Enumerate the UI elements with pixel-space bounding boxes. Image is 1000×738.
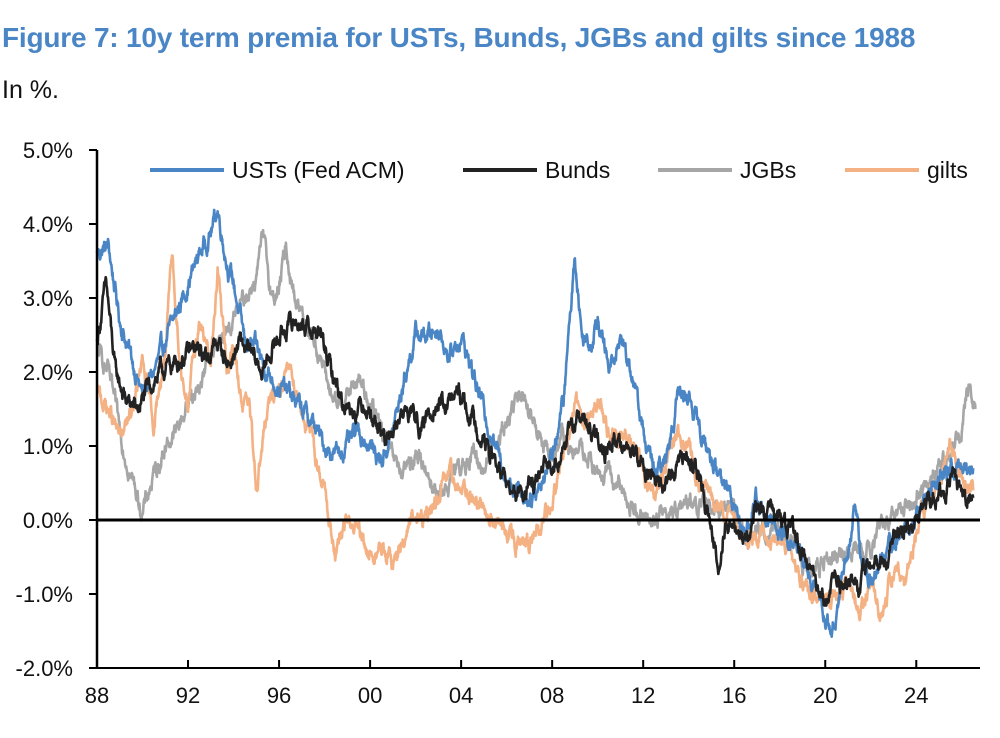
legend-label: Bunds — [545, 157, 610, 183]
legend-label: JGBs — [740, 157, 796, 183]
plot-lines — [95, 208, 977, 638]
series-line — [96, 254, 975, 623]
legend: USTs (Fed ACM) Bunds JGBs gilts — [150, 157, 968, 183]
y-tick-label: 4.0% — [23, 212, 73, 237]
x-tick-label: 92 — [176, 683, 200, 708]
x-tick-label: 24 — [904, 683, 928, 708]
x-tick-label: 96 — [267, 683, 291, 708]
series-line — [95, 208, 975, 638]
legend-label: USTs (Fed ACM) — [232, 157, 405, 183]
x-tick-label: 20 — [813, 683, 837, 708]
chart-subtitle: In %. — [2, 76, 59, 104]
y-tick-label: 3.0% — [23, 286, 73, 311]
x-tick-label: 88 — [85, 683, 109, 708]
series-line — [95, 228, 977, 579]
series-line — [95, 275, 975, 607]
x-tick-label: 12 — [631, 683, 655, 708]
y-tick-label: -2.0% — [16, 656, 73, 681]
x-tick-label: 08 — [540, 683, 564, 708]
x-tick-label: 16 — [722, 683, 746, 708]
axes: -2.0% -1.0% 0.0% 1.0% 2.0% 3.0% 4.0% 5.0% 88 92 96… — [16, 138, 980, 708]
y-tick-label: -1.0% — [16, 582, 73, 607]
y-tick-label: 5.0% — [23, 138, 73, 163]
x-tick-label: 00 — [358, 683, 382, 708]
y-tick-label: 1.0% — [23, 434, 73, 459]
legend-label: gilts — [927, 157, 968, 183]
chart-title: Figure 7: 10y term premia for USTs, Bund… — [2, 22, 916, 53]
x-tick-label: 04 — [449, 683, 473, 708]
y-tick-label: 0.0% — [23, 508, 73, 533]
y-tick-label: 2.0% — [23, 360, 73, 385]
